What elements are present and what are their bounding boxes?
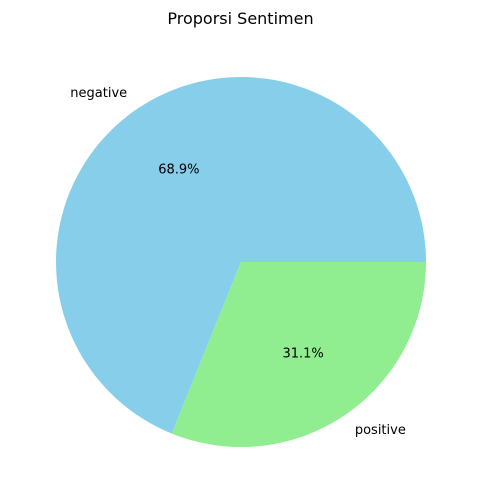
pie-slice-negative [56,77,427,434]
pie-slices [56,77,427,448]
chart-title: Proporsi Sentimen [167,9,313,28]
slice-percent-negative: 68.9% [158,163,199,178]
slice-label-negative: negative [70,86,127,101]
pie-slice-positive [171,262,426,448]
slice-label-positive: positive [355,423,406,438]
pie-labels: negative 68.9% positive 31.1% [70,86,406,438]
slice-percent-positive: 31.1% [282,347,323,362]
